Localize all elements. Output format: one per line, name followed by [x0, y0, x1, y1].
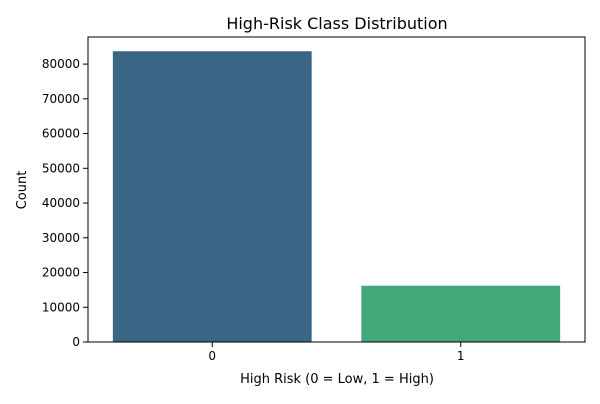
y-tick-label-50000: 50000: [42, 161, 80, 175]
bars-layer: [112, 51, 561, 343]
bar-0: [112, 51, 312, 343]
y-tick-label-20000: 20000: [42, 266, 80, 280]
y-tick-label-70000: 70000: [42, 92, 80, 106]
x-tick-label-1: 1: [457, 349, 465, 363]
bar-1: [361, 285, 561, 342]
chart-title: High-Risk Class Distribution: [226, 14, 447, 33]
y-tick-label-0: 0: [72, 335, 80, 349]
ticks-layer: 0 1 0 10000 20000 30000 40000 50000 60000 70000 80…: [42, 57, 465, 363]
plot-frame: [87, 36, 586, 343]
y-axis-label: Count: [15, 171, 30, 210]
y-tick-label-40000: 40000: [42, 196, 80, 210]
x-axis-label: High Risk (0 = Low, 1 = High): [240, 372, 434, 387]
y-tick-label-10000: 10000: [42, 300, 80, 314]
y-tick-label-60000: 60000: [42, 127, 80, 141]
y-tick-label-80000: 80000: [42, 57, 80, 71]
x-tick-label-0: 0: [208, 349, 216, 363]
y-tick-label-30000: 30000: [42, 231, 80, 245]
